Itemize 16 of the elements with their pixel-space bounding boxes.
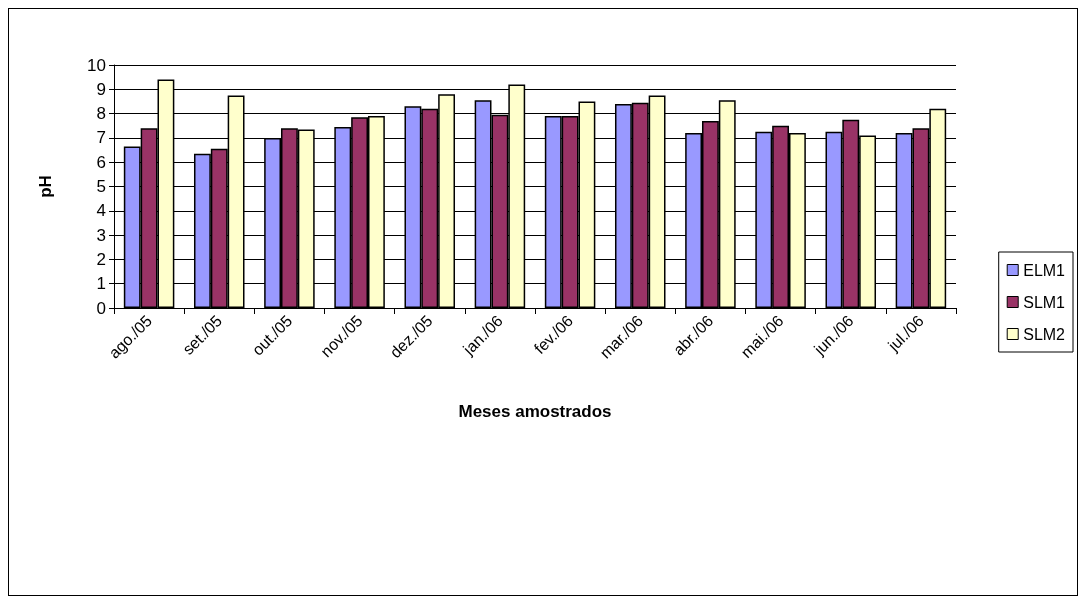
y-tick-label: 2: [96, 249, 106, 269]
y-tick-label: 7: [96, 128, 106, 148]
y-tick-label: 1: [96, 274, 106, 294]
y-tick-label: 4: [96, 201, 106, 221]
y-tick-label: 9: [96, 79, 106, 99]
y-axis-title: pH: [36, 175, 55, 198]
legend-label: ELM1: [1023, 261, 1066, 279]
y-tick-label: 3: [96, 225, 106, 245]
legend-label: SLM2: [1023, 325, 1066, 343]
y-tick-label: 5: [96, 177, 106, 196]
y-tick-label: 8: [96, 104, 106, 124]
legend-label: SLM1: [1023, 293, 1066, 311]
y-tick-label: 6: [96, 152, 106, 172]
y-tick-label: 10: [87, 55, 106, 75]
x-axis-title: Meses amostrados: [458, 402, 612, 421]
y-tick-label: 0: [96, 298, 106, 318]
